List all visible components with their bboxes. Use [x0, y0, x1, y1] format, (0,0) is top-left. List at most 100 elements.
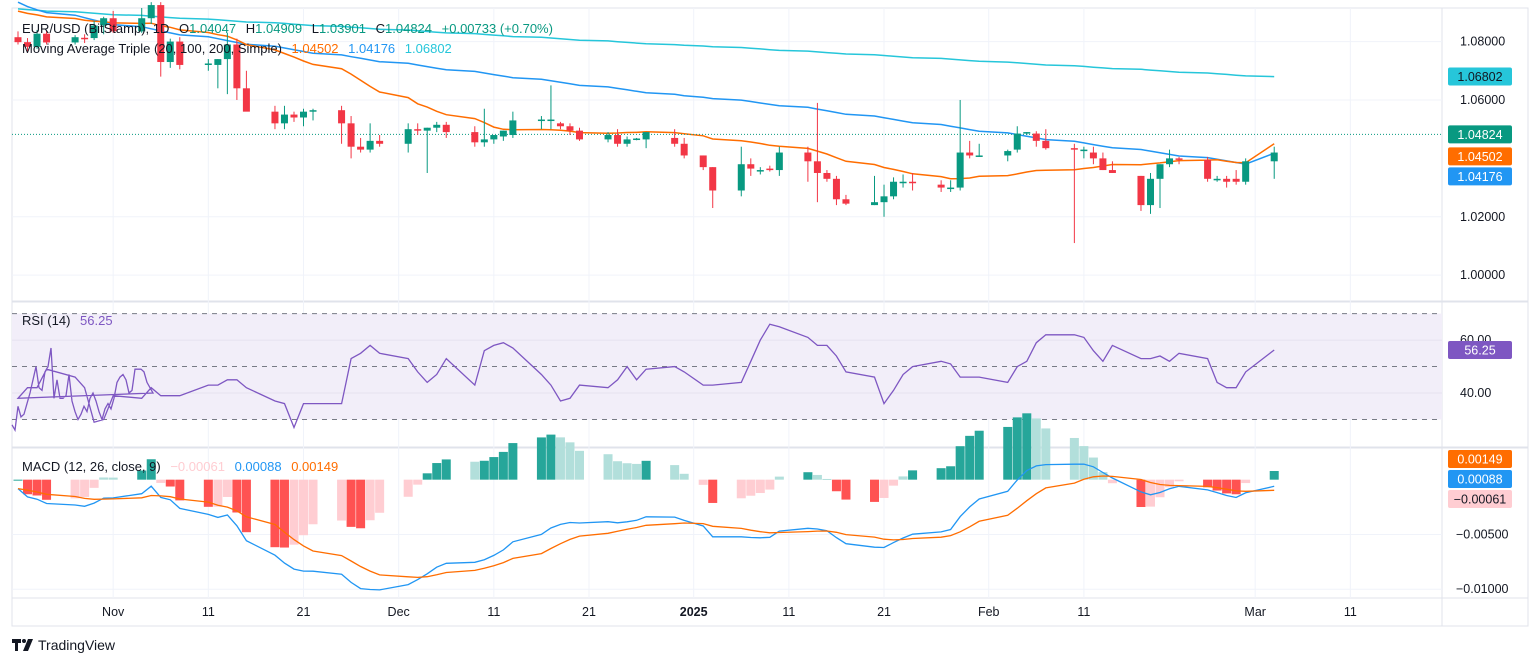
time-tick-label: 11	[1077, 605, 1090, 619]
badge-last-text: 1.04824	[1457, 128, 1502, 142]
candle	[899, 174, 907, 188]
candle	[1223, 175, 1231, 188]
time-axis[interactable]: Nov 11 21 Dec 11 21 2025 11 21 Feb 11 Mar 11	[102, 605, 1357, 619]
rsi-line	[11, 323, 1275, 433]
candle-body	[271, 111, 279, 124]
candle-body	[1099, 158, 1107, 171]
macd-histogram-bar	[89, 479, 99, 488]
candle	[109, 10, 117, 33]
macd-histogram-bar	[774, 476, 784, 480]
candle	[1042, 129, 1050, 150]
badge-macd-hist-bg	[1448, 490, 1512, 508]
macd-histogram-bar	[613, 461, 623, 480]
candle-body	[956, 152, 964, 188]
macd-histogram-bar	[622, 463, 632, 480]
macd-histogram-bar	[1012, 417, 1022, 480]
candle	[909, 172, 917, 191]
candle	[804, 146, 812, 182]
candle	[566, 123, 574, 136]
candle-body	[233, 44, 241, 89]
macd-histogram-bar	[1165, 479, 1175, 488]
candle-body	[623, 139, 631, 144]
macd-histogram-bar	[479, 460, 489, 480]
price-axes[interactable]: 1.080001.060001.020001.0000060.0040.00−0…	[1456, 35, 1509, 597]
macd-histogram-bar	[565, 442, 575, 480]
macd-hist-value: −0.00061	[170, 459, 225, 474]
macd-histogram-bar	[432, 463, 442, 480]
ma20-value: 1.04502	[291, 41, 339, 56]
macd-histogram	[13, 413, 1279, 548]
candle	[1270, 146, 1278, 179]
candle	[24, 38, 32, 52]
macd-histogram-bar	[603, 454, 613, 480]
ma200-value: 1.06802	[404, 41, 452, 56]
macd-histogram-bar	[99, 477, 109, 480]
candle-body	[242, 88, 250, 112]
tradingview-logo[interactable]: TradingView	[12, 637, 115, 653]
candle	[309, 108, 317, 121]
candle	[81, 34, 89, 44]
candle-body	[1270, 152, 1278, 162]
candle	[366, 123, 374, 153]
time-tick-label: 11	[1344, 605, 1357, 619]
price-tick-label: 1.00000	[1460, 268, 1505, 282]
candle	[633, 137, 641, 141]
candle-body	[290, 114, 298, 118]
candle-body	[1013, 133, 1021, 150]
candle	[547, 85, 555, 130]
price-badges: 1.06802 1.04824 1.04502 1.04176 56.25 0.00149…	[1448, 67, 1512, 508]
signal-value: 0.00149	[291, 459, 339, 474]
macd-histogram-bar	[1069, 437, 1079, 480]
macd-histogram-bar	[108, 477, 118, 480]
badge-macd-text: 0.00088	[1457, 473, 1502, 487]
macd-histogram-bar	[80, 479, 90, 497]
macd-histogram-bar	[508, 443, 518, 480]
candle	[214, 59, 222, 89]
time-tick-label: 11	[202, 605, 215, 619]
candle-body	[1080, 149, 1088, 152]
candle	[166, 38, 174, 68]
macd-histogram-bar	[165, 479, 175, 487]
macd-histogram-bar	[965, 435, 975, 480]
macd-histogram-bar	[1079, 446, 1089, 480]
candle	[157, 2, 165, 77]
candle-body	[138, 18, 146, 32]
candle	[376, 135, 384, 147]
price-tick-label: 1.06000	[1460, 93, 1505, 107]
candle	[43, 30, 51, 45]
rsi-title: RSI (14)	[22, 313, 71, 328]
macd-histogram-bar	[1136, 479, 1146, 508]
candle-body	[509, 120, 517, 136]
candle-body	[671, 137, 679, 144]
candle	[147, 2, 155, 25]
time-tick-label: Feb	[978, 605, 1000, 619]
candle	[509, 111, 517, 138]
macd-histogram-bar	[413, 479, 423, 485]
badge-macd-hist-text: −0.00061	[1454, 493, 1507, 507]
candle-body	[157, 5, 165, 63]
candle-body	[338, 110, 346, 124]
macd-histogram-bar	[555, 437, 565, 480]
candle	[423, 127, 431, 173]
candle-body	[804, 152, 812, 162]
macd-histogram-bar	[1241, 479, 1251, 484]
candle-body	[842, 199, 850, 204]
candle-body	[376, 140, 384, 144]
badge-ma20: 1.04502	[1448, 147, 1512, 166]
macd-tick-label: −0.01000	[1456, 582, 1509, 596]
candle	[1004, 149, 1012, 162]
candle-body	[1004, 151, 1012, 156]
ma100-value: 1.04176	[348, 41, 396, 56]
candle	[280, 105, 288, 130]
candle	[357, 137, 365, 153]
ohlc-close: C1.04824	[376, 21, 432, 36]
candle	[775, 146, 783, 176]
macd-histogram-bar	[299, 479, 309, 536]
candle	[1213, 175, 1221, 182]
macd-histogram-bar	[375, 479, 385, 513]
candle	[1089, 146, 1097, 165]
macd-histogram-bar	[679, 473, 689, 480]
macd-legend: MACD (12, 26, close, 9) −0.00061 0.00088…	[22, 459, 344, 474]
ohlc-open: O1.04047	[179, 21, 236, 36]
